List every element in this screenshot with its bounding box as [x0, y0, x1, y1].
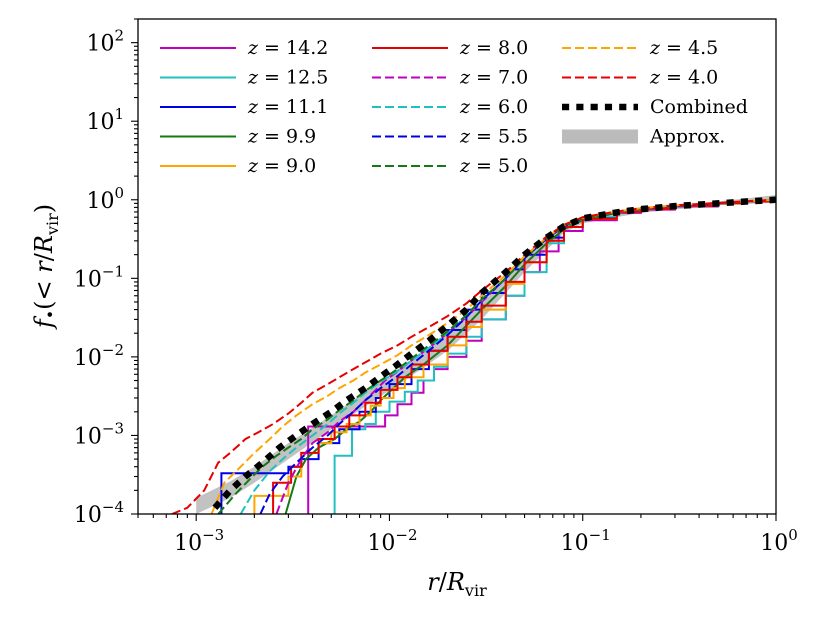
y-tick-label: 10−1: [74, 262, 124, 292]
x-tick-label: 100: [760, 526, 798, 556]
legend-label-z-5-0: z = 5.0: [459, 155, 528, 177]
series-layer: [171, 196, 776, 514]
approx-band-layer: [196, 195, 776, 514]
legend-label-z-7-0: z = 7.0: [459, 67, 528, 89]
legend-label-combined: Combined: [650, 96, 748, 118]
x-axis-label: r/Rvir: [427, 568, 487, 600]
x-tick-label: 10−1: [561, 526, 611, 556]
plot-frame: [137, 18, 777, 515]
y-tick-label: 10−3: [74, 419, 124, 449]
legend-label-z-5-5: z = 5.5: [459, 126, 528, 148]
axis-ticks: 10−3 10−2 10−1 100 10−4 10−3 10−2 10−1 100 101 102: [74, 18, 798, 556]
legend-label-z-9-9: z = 9.9: [247, 126, 316, 148]
legend-label-z-6-0: z = 6.0: [459, 96, 528, 118]
y-tick-label: 101: [86, 105, 124, 135]
series-line-combined: [212, 196, 776, 510]
legend-label-z-11-1: z = 11.1: [247, 96, 328, 118]
y-axis-label: f•(< r/Rvir): [30, 204, 62, 330]
legend-label-z-12-5: z = 12.5: [247, 67, 328, 89]
legend-label-z-9-0: z = 9.0: [247, 155, 316, 177]
approx-band: [196, 195, 776, 514]
y-tick-label: 10−4: [74, 498, 124, 528]
y-tick-label: 10−2: [74, 341, 124, 371]
legend-label-z-14-2: z = 14.2: [247, 37, 328, 59]
legend-label-z-4-5: z = 4.5: [649, 37, 718, 59]
series-line-z-5-5: [259, 198, 776, 514]
x-tick-label: 10−3: [174, 526, 224, 556]
legend-label-z-8-0: z = 8.0: [459, 37, 528, 59]
y-tick-label: 102: [86, 27, 124, 57]
legend-label-approx: Approx.: [649, 126, 725, 148]
y-tick-label: 100: [86, 184, 124, 214]
legend: z = 14.2 z = 12.5 z = 11.1 z = 9.9 z = 9.0 z …: [160, 37, 748, 177]
legend-label-z-4-0: z = 4.0: [649, 67, 718, 89]
x-tick-label: 10−2: [367, 526, 417, 556]
